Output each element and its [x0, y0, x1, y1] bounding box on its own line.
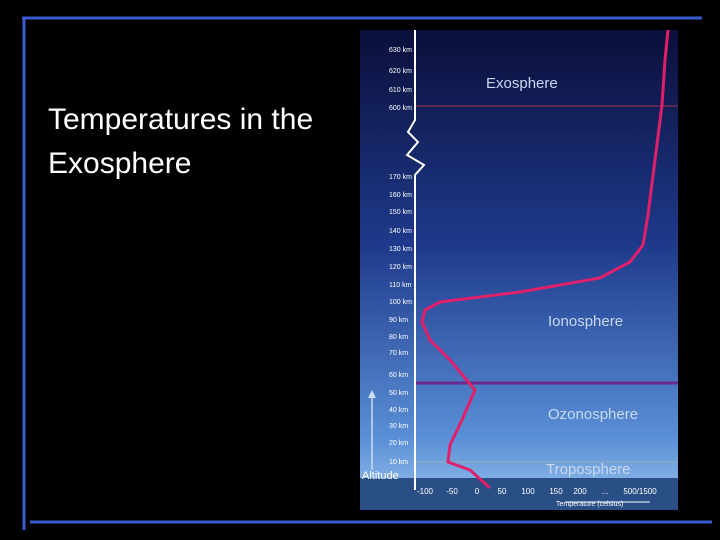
temperature-label: -100: [417, 487, 434, 496]
altitude-label: 80 km: [389, 334, 408, 341]
altitude-label: 150 km: [389, 209, 412, 216]
temperature-label: 500/1500: [623, 487, 657, 496]
altitude-label: 70 km: [389, 350, 408, 357]
arrow-head: [368, 390, 376, 398]
altitude-label: 130 km: [389, 246, 412, 253]
temperature-label: 150: [549, 487, 563, 496]
altitude-label: 120 km: [389, 264, 412, 271]
altitude-label: 30 km: [389, 423, 408, 430]
temperature-label: 50: [498, 487, 507, 496]
temperature-label: 0: [475, 487, 480, 496]
ground-strip: [360, 478, 678, 510]
slide-title: Temperatures in the Exosphere: [48, 103, 314, 180]
altitude-label: 100 km: [389, 299, 412, 306]
layer-label: Troposphere: [546, 461, 631, 478]
figure: Exosphere Ionosphere Ozonosphere Troposp…: [360, 29, 678, 510]
temperature-label: ...: [602, 487, 609, 496]
layer-label: Ionosphere: [548, 313, 623, 330]
altitude-label: 10 km: [389, 459, 408, 466]
altitude-label: 60 km: [389, 372, 408, 379]
temperature-title: Temperature (celsius): [556, 501, 623, 508]
altitude-title: Altitude: [362, 470, 399, 482]
altitude-label: 610 km: [389, 87, 412, 94]
temperature-curve: [420, 29, 670, 490]
temperature-label: -50: [446, 487, 458, 496]
altitude-label: 630 km: [389, 47, 412, 54]
altitude-axis: [405, 30, 426, 490]
temperature-label: 100: [521, 487, 535, 496]
altitude-label: 90 km: [389, 317, 408, 324]
temperature-label: 200: [573, 487, 587, 496]
altitude-label: 50 km: [389, 390, 408, 397]
altitude-label: 110 km: [389, 282, 412, 289]
altitude-label: 600 km: [389, 105, 412, 112]
altitude-label: 620 km: [389, 68, 412, 75]
layer-label: Ozonosphere: [548, 406, 638, 423]
altitude-label: 40 km: [389, 407, 408, 414]
figure-background: [360, 30, 678, 510]
altitude-label: 140 km: [389, 228, 412, 235]
altitude-label: 160 km: [389, 192, 412, 199]
altitude-label: 20 km: [389, 440, 408, 447]
altitude-label: 170 km: [389, 174, 412, 181]
layer-label: Exosphere: [486, 75, 558, 92]
